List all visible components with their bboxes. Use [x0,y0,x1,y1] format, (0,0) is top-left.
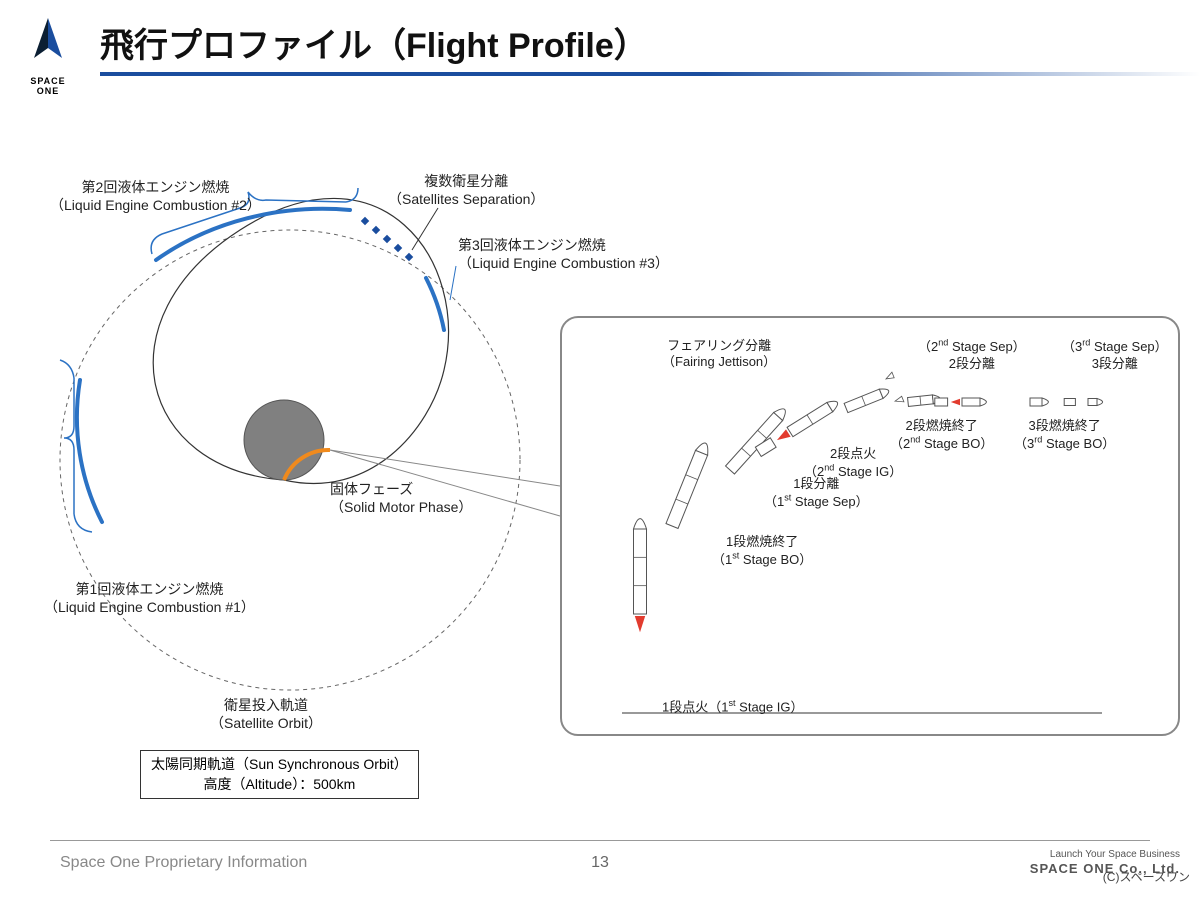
staging-detail-panel: 1段点火（1st Stage IG） 1段燃焼終了（1st Stage BO） … [560,316,1180,736]
label-s3-bo: 3段燃焼終了（3rd Stage BO） [1014,418,1115,452]
footer-proprietary: Space One Proprietary Information [60,854,307,872]
label-s2-sep: （2nd Stage Sep）2段分離 [918,338,1026,372]
label-s1-ig: 1段点火（1st Stage IG） [662,698,803,716]
label-s3-sep: （3rd Stage Sep）3段分離 [1062,338,1168,372]
label-satellite-orbit: 衛星投入軌道（Satellite Orbit） [210,696,322,732]
logo-text: SPACE ONE [18,76,78,96]
footer-rule [50,840,1150,841]
orbit-diagram: 第2回液体エンジン燃焼（Liquid Engine Combustion #2）… [40,150,560,770]
label-s2-bo: 2段燃焼終了（2nd Stage BO） [890,418,993,452]
label-s1-bo: 1段燃焼終了（1st Stage BO） [712,534,812,568]
slide-header: SPACE ONE 飛行プロファイル（Flight Profile） [0,0,1200,110]
space-one-logo: SPACE ONE [18,18,78,96]
label-s1-sep: 1段分離（1st Stage Sep） [764,476,869,510]
logo-arrow-icon [24,18,72,72]
label-lec3: 第3回液体エンジン燃焼（Liquid Engine Combustion #3） [458,236,669,272]
label-s2-ig: 2段点火（2nd Stage IG） [804,446,902,480]
title-underline [100,72,1200,76]
phase-brackets [60,188,358,532]
label-fairing: フェアリング分離（Fairing Jettison） [662,338,776,371]
label-lec2: 第2回液体エンジン燃焼（Liquid Engine Combustion #2） [50,178,261,214]
liquid-engine-arcs [77,209,444,522]
staging-svg [562,318,1182,738]
satellite-markers [361,217,413,261]
copyright-text: (C)スペースワン [1103,868,1190,885]
label-sat-sep: 複数衛星分離（Satellites Separation） [388,172,544,208]
page-number: 13 [591,854,609,872]
label-lec1: 第1回液体エンジン燃焼（Liquid Engine Combustion #1） [44,580,255,616]
label-solid-phase: 固体フェーズ（Solid Motor Phase） [330,480,472,516]
slide-footer: Space One Proprietary Information 13 Lau… [0,840,1200,900]
slide-title: 飛行プロファイル（Flight Profile） [100,18,648,67]
earth-icon [244,400,324,480]
orbit-info-box: 太陽同期軌道（Sun Synchronous Orbit）高度（Altitude… [140,750,419,799]
